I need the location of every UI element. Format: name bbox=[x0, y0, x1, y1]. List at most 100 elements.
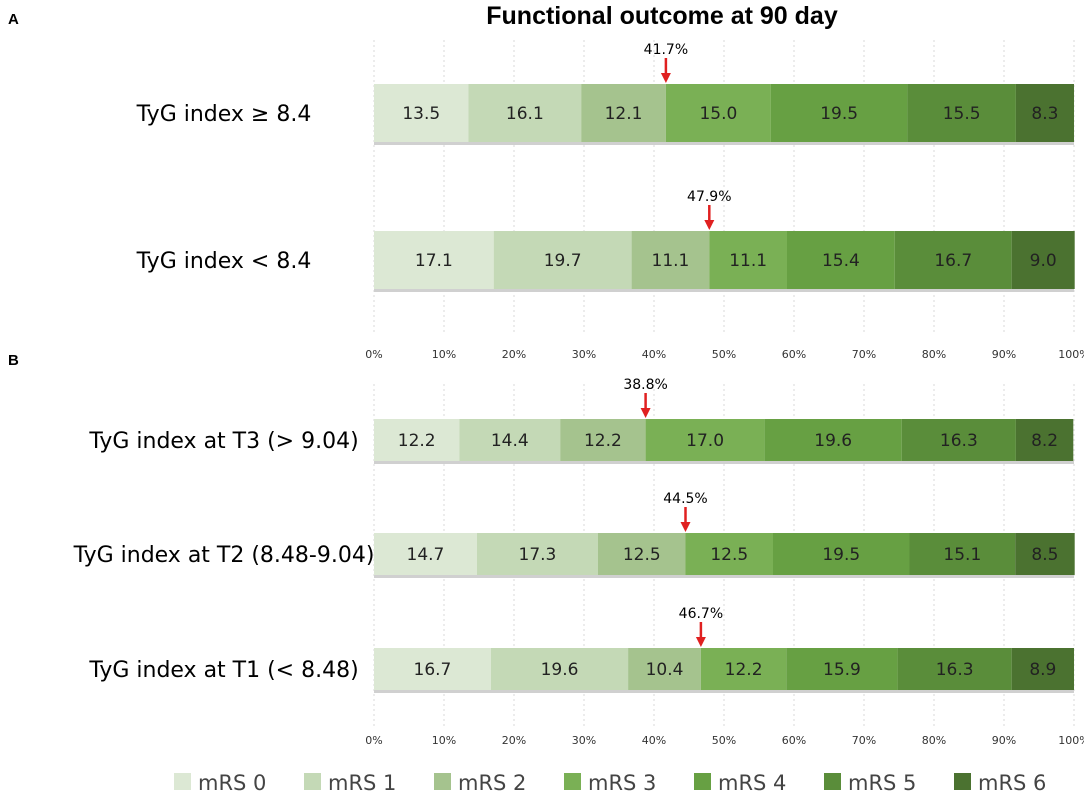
bar-segment-mrs-2 bbox=[581, 84, 666, 142]
x-tick-label: 100% bbox=[1058, 734, 1084, 747]
bar-segment-mrs-6 bbox=[1015, 84, 1074, 142]
segment-value-label: 12.2 bbox=[398, 431, 436, 451]
segment-value-label: 11.1 bbox=[729, 251, 767, 271]
legend-item-mrs-4: mRS 4 bbox=[694, 771, 786, 795]
cumulative-percent-label: 46.7% bbox=[679, 606, 723, 622]
bar-segment-mrs-0 bbox=[374, 533, 477, 575]
panel-b: B 0% 10% 20% 30% 40% 50% 60% 70% 80% 90% 100% TyG in… bbox=[8, 352, 1084, 747]
panel-a: A 0% 10% 20% 30% 40% 50% 60% 70% 80% 90% 100% TyG in… bbox=[8, 11, 1084, 361]
bar-segment-mrs-1 bbox=[468, 84, 582, 142]
bar-segment-mrs-1 bbox=[490, 648, 629, 690]
bar-row: TyG index < 8.4 17.1 19.7 11.1 11.1 15.4 16.7 9… bbox=[136, 189, 1075, 292]
bar-segment-mrs-6 bbox=[1011, 648, 1074, 690]
bar-segment-mrs-2 bbox=[598, 533, 686, 575]
cumulative-percent-label: 38.8% bbox=[623, 377, 667, 393]
bar-segment-mrs-3 bbox=[665, 84, 771, 142]
bar-shadow bbox=[374, 289, 1074, 292]
bar-shadow bbox=[374, 461, 1074, 464]
legend-item-mrs-0: mRS 0 bbox=[174, 771, 266, 795]
row-label: TyG index < 8.4 bbox=[136, 249, 312, 274]
bar-segment-mrs-0 bbox=[374, 84, 469, 142]
bar-segment-mrs-3 bbox=[709, 231, 787, 289]
bar-segment-mrs-5 bbox=[894, 231, 1012, 289]
legend-item-mrs-1: mRS 1 bbox=[304, 771, 396, 795]
bar-row: TyG index at T3 (> 9.04) 12.2 14.4 12.2 17.0… bbox=[88, 377, 1074, 464]
row-label: TyG index ≥ 8.4 bbox=[136, 102, 312, 127]
x-tick-label: 20% bbox=[502, 734, 526, 747]
bar-segment-mrs-4 bbox=[773, 533, 910, 575]
legend-label: mRS 2 bbox=[458, 771, 526, 795]
segment-value-label: 19.6 bbox=[541, 660, 579, 680]
x-tick-label: 10% bbox=[432, 348, 456, 361]
legend-swatch bbox=[434, 773, 451, 790]
bar-segment-mrs-2 bbox=[631, 231, 710, 289]
legend-label: mRS 6 bbox=[978, 771, 1046, 795]
chart-title: Functional outcome at 90 day bbox=[486, 2, 838, 30]
segment-value-label: 12.1 bbox=[605, 104, 643, 124]
bar-segment-mrs-3 bbox=[645, 419, 765, 461]
segment-value-label: 15.9 bbox=[823, 660, 861, 680]
red-arrow-head bbox=[640, 408, 651, 418]
segment-value-label: 14.4 bbox=[491, 431, 529, 451]
x-tick-label: 50% bbox=[712, 734, 736, 747]
legend-swatch bbox=[954, 773, 971, 790]
legend-swatch bbox=[824, 773, 841, 790]
segment-value-label: 10.4 bbox=[646, 660, 684, 680]
cumulative-percent-label: 44.5% bbox=[663, 491, 707, 507]
segment-value-label: 16.7 bbox=[414, 660, 452, 680]
segment-value-label: 12.5 bbox=[623, 545, 661, 565]
segment-value-label: 17.3 bbox=[519, 545, 557, 565]
segment-value-label: 12.2 bbox=[584, 431, 622, 451]
segment-value-label: 14.7 bbox=[407, 545, 445, 565]
legend-item-mrs-2: mRS 2 bbox=[434, 771, 526, 795]
bar-segment-mrs-4 bbox=[764, 419, 902, 461]
legend-swatch bbox=[564, 773, 581, 790]
bar-segment-mrs-6 bbox=[1015, 533, 1075, 575]
bar-row: TyG index at T1 (< 8.48) 16.7 19.6 10.4 12.2… bbox=[88, 606, 1074, 693]
red-arrow-head bbox=[680, 522, 691, 532]
segment-value-label: 19.7 bbox=[544, 251, 582, 271]
x-tick-label: 30% bbox=[572, 348, 596, 361]
legend-item-mrs-6: mRS 6 bbox=[954, 771, 1046, 795]
legend-label: mRS 5 bbox=[848, 771, 916, 795]
red-arrow-head bbox=[704, 220, 715, 230]
segment-value-label: 19.5 bbox=[822, 545, 860, 565]
legend-item-mrs-3: mRS 3 bbox=[564, 771, 656, 795]
bar-segment-mrs-5 bbox=[909, 533, 1016, 575]
bar-shadow bbox=[374, 142, 1074, 145]
segment-value-label: 12.5 bbox=[710, 545, 748, 565]
x-tick-label: 80% bbox=[922, 348, 946, 361]
segment-value-label: 8.2 bbox=[1031, 431, 1058, 451]
segment-value-label: 15.0 bbox=[699, 104, 737, 124]
x-tick-label: 80% bbox=[922, 734, 946, 747]
x-tick-label: 40% bbox=[642, 348, 666, 361]
panel-letter: A bbox=[8, 11, 19, 28]
x-tick-label: 100% bbox=[1058, 348, 1084, 361]
bar-segment-mrs-1 bbox=[476, 533, 598, 575]
segment-value-label: 15.1 bbox=[943, 545, 981, 565]
row-label: TyG index at T3 (> 9.04) bbox=[88, 429, 358, 454]
bar-segment-mrs-0 bbox=[374, 419, 460, 461]
bar-segment-mrs-0 bbox=[374, 648, 491, 690]
bar-segment-mrs-3 bbox=[685, 533, 773, 575]
bar-shadow bbox=[374, 575, 1074, 578]
legend-label: mRS 3 bbox=[588, 771, 656, 795]
bar-segment-mrs-4 bbox=[770, 84, 908, 142]
chart-legend: mRS 0 mRS 1 mRS 2 mRS 3 mRS 4 mRS 5 mRS 6 bbox=[174, 771, 1046, 795]
segment-value-label: 19.6 bbox=[814, 431, 852, 451]
x-tick-label: 60% bbox=[782, 734, 806, 747]
bar-row: TyG index at T2 (8.48-9.04) 14.7 17.3 12.5 1… bbox=[73, 491, 1075, 578]
bar-row: TyG index ≥ 8.4 13.5 16.1 12.1 15.0 19.5 15.5 8… bbox=[136, 42, 1074, 145]
segment-value-label: 8.9 bbox=[1029, 660, 1056, 680]
bar-segment-mrs-2 bbox=[628, 648, 701, 690]
segment-value-label: 8.3 bbox=[1031, 104, 1058, 124]
segment-value-label: 9.0 bbox=[1030, 251, 1057, 271]
cumulative-percent-label: 41.7% bbox=[644, 42, 688, 58]
segment-value-label: 13.5 bbox=[402, 104, 440, 124]
legend-swatch bbox=[694, 773, 711, 790]
bar-segment-mrs-3 bbox=[700, 648, 787, 690]
x-tick-label: 90% bbox=[992, 734, 1016, 747]
x-tick-label: 0% bbox=[365, 348, 382, 361]
legend-swatch bbox=[304, 773, 321, 790]
x-tick-label: 60% bbox=[782, 348, 806, 361]
